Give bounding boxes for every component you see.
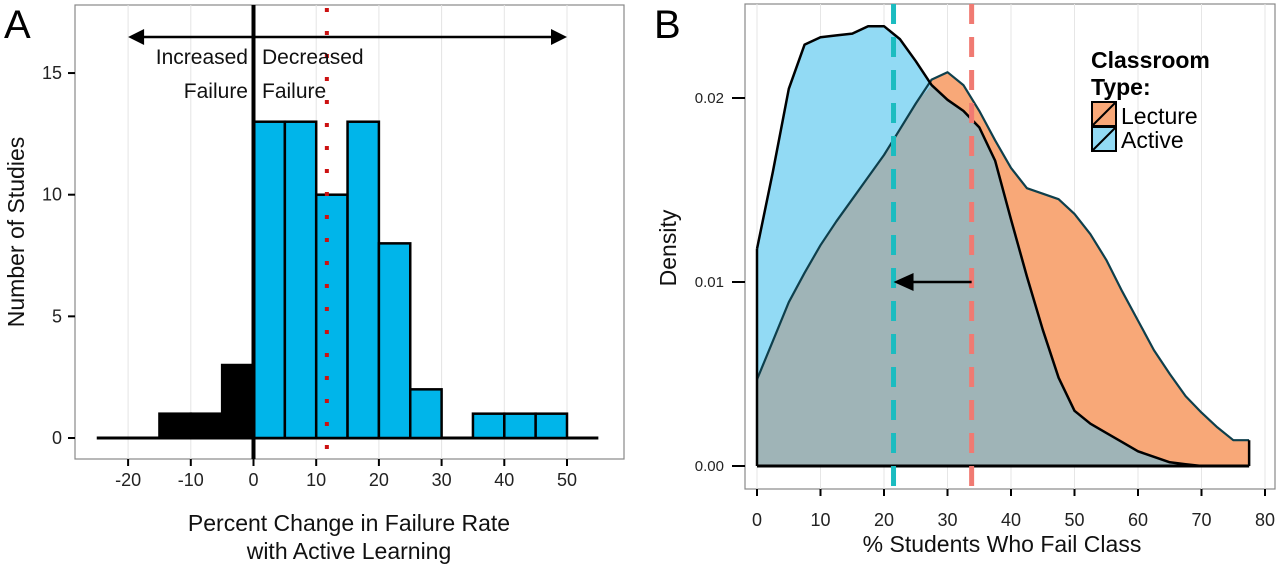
legend-title-line1: Classroom: [1091, 47, 1210, 73]
arrow-left-head: [128, 29, 145, 45]
legend-label-lecture: Lecture: [1121, 103, 1198, 129]
panel-b: 0 10 20 30 40 50 60 70 800.000.010.02 B Density …: [654, 3, 1276, 557]
annotation-increased: Increased: [156, 46, 248, 69]
y-tick-label: 0.02: [695, 90, 724, 107]
x-tick-label: 50: [557, 470, 577, 490]
arrow-right-head: [551, 29, 567, 45]
histogram-bar: [283, 120, 318, 440]
active-density-line: [755, 24, 1250, 468]
x-tick-label: 40: [494, 470, 514, 490]
x-tick-label: -20: [115, 470, 141, 490]
histogram-bar: [503, 412, 537, 440]
histogram-bar: [471, 412, 506, 440]
legend: Classroom Type: Lecture Active: [1091, 47, 1210, 153]
x-tick-label: 30: [432, 470, 452, 490]
panel-b-xlabel: % Students Who Fail Class: [863, 531, 1142, 557]
legend-title-line2: Type:: [1091, 74, 1151, 100]
panel-a-xlabel-line2: with Active Learning: [246, 538, 452, 564]
panel-a-overlays: [128, 5, 567, 459]
panel-b-ticks: 0 10 20 30 40 50 60 70 80 0.00 0.01 0.02: [695, 90, 1275, 530]
panel-a-xlabel-line1: Percent Change in Failure Rate: [188, 510, 510, 536]
histogram-bar: [252, 120, 287, 440]
panel-b-ylabel: Density: [655, 209, 681, 286]
x-tick-label: 70: [1191, 510, 1211, 530]
x-tick-label: 30: [937, 510, 957, 530]
histogram-bar: [346, 120, 381, 440]
panel-a: -20 -10 0 10 20 30 40 50 0 5 10 15 A Increased Fail…: [3, 3, 625, 564]
legend-label-active: Active: [1121, 127, 1184, 153]
histogram-bar: [409, 388, 443, 440]
y-tick-label: 0.00: [695, 458, 724, 475]
panel-b-label: B: [654, 3, 681, 47]
panel-a-bars: [96, 120, 599, 440]
y-tick-label: 5: [52, 306, 62, 326]
panel-a-ticks: -20 -10 0 10 20 30 40 50 0 5 10 15: [42, 63, 577, 490]
histogram-bar: [534, 412, 569, 440]
histogram-bar: [377, 242, 412, 440]
y-tick-label: 0.01: [695, 274, 724, 291]
x-tick-label: 0: [752, 510, 762, 530]
overlap-density-area: [757, 85, 1250, 466]
x-tick-label: 80: [1255, 510, 1275, 530]
legend-swatch-slash: [1091, 126, 1117, 152]
annotation-decreased-failure: Failure: [262, 80, 326, 103]
x-tick-label: 20: [369, 470, 389, 490]
y-tick-label: 0: [52, 428, 62, 448]
lecture-density-line: [755, 71, 1250, 442]
x-tick-label: 40: [1001, 510, 1021, 530]
histogram-bar: [158, 412, 193, 440]
x-tick-label: 0: [248, 470, 258, 490]
panel-b-areas: [755, 24, 1251, 468]
panel-a-ylabel: Number of Studies: [3, 137, 29, 327]
histogram-bar: [189, 412, 224, 440]
x-tick-label: 10: [306, 470, 326, 490]
y-tick-label: 15: [42, 63, 62, 83]
x-tick-label: 50: [1064, 510, 1084, 530]
annotation-increased-failure: Failure: [184, 80, 248, 103]
x-tick-label: 60: [1128, 510, 1148, 530]
x-tick-label: 20: [874, 510, 894, 530]
histogram-bar: [220, 363, 255, 440]
y-tick-label: 10: [42, 185, 62, 205]
x-tick-label: 10: [810, 510, 830, 530]
x-tick-label: -10: [178, 470, 204, 490]
legend-swatch-slash: [1091, 101, 1117, 127]
histogram-bar: [314, 193, 349, 440]
shift-arrow-head: [893, 273, 914, 291]
legend-swatches: [1091, 101, 1117, 152]
panel-a-label: A: [4, 3, 31, 47]
annotation-decreased: Decreased: [262, 46, 364, 69]
panel-b-overlays: [891, 4, 975, 489]
